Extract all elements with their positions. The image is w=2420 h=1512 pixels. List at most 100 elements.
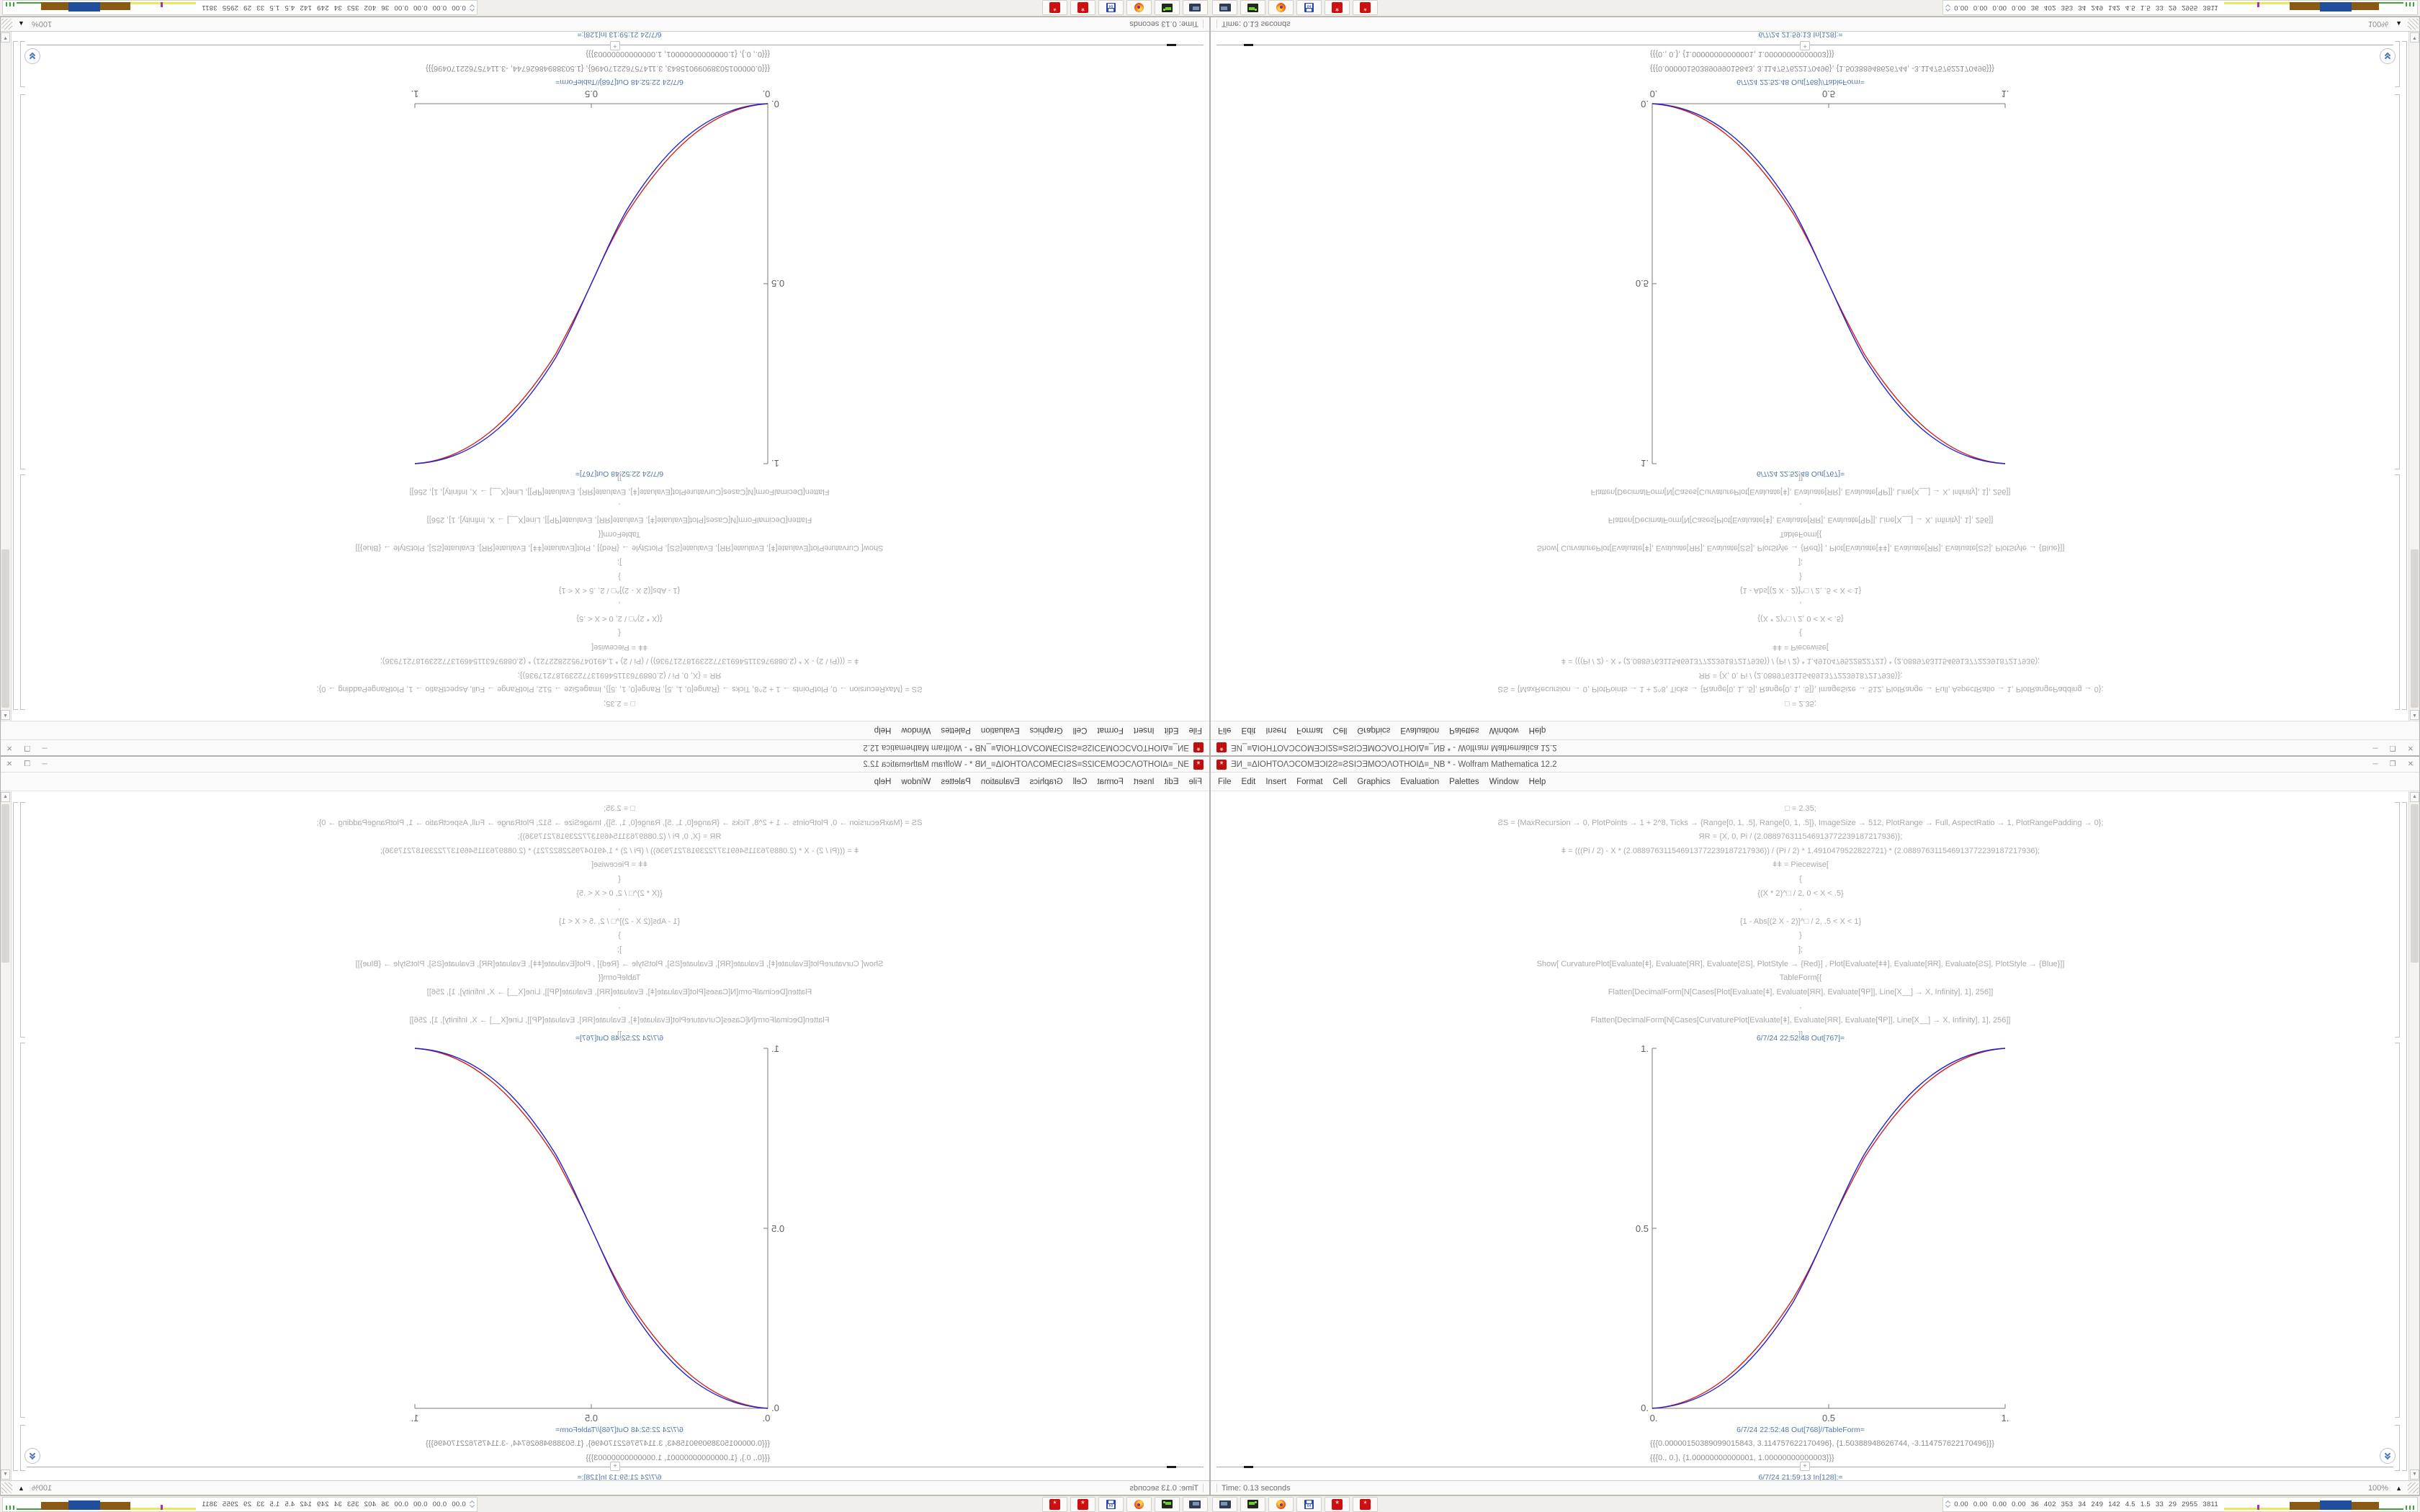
scrollbar-thumb[interactable] <box>2411 804 2419 963</box>
collapse-expand-icon[interactable] <box>1945 4 1951 12</box>
taskbar-launcher-mathematica-kernel[interactable]: * <box>1070 0 1095 16</box>
menu-edit[interactable]: Edit <box>1164 726 1179 735</box>
menu-palettes[interactable]: Palettes <box>941 777 971 786</box>
magnification-value[interactable]: 100% <box>2367 1483 2389 1493</box>
cell-bracket-group[interactable] <box>2402 802 2407 1471</box>
minimize-button[interactable]: ─ <box>42 760 48 768</box>
taskbar-launcher-firefox[interactable] <box>1126 0 1152 16</box>
title-bar[interactable]: * ƎИ_≡ΔΙΟΗΤΟΛƆCOMƎƆΙ2Ƨ≡ƧSΙƆƎMOƆΛΟΤΗΟΙΔ≡_… <box>1 739 1209 755</box>
menu-help[interactable]: Help <box>874 726 892 735</box>
cell-bracket-group[interactable] <box>2402 41 2407 710</box>
notebook-content[interactable]: □ = 2.35; ƧS = {MaxRecursion → 0, PlotPo… <box>1211 32 2419 721</box>
magnification-value[interactable]: 100% <box>31 1483 53 1493</box>
menu-edit[interactable]: Edit <box>1241 726 1256 735</box>
resize-grip[interactable] <box>1 1482 12 1493</box>
scrollbar-up-arrow[interactable]: ▲ <box>1 710 10 720</box>
resize-grip[interactable] <box>2408 19 2419 30</box>
cell-bracket-group[interactable] <box>13 41 18 710</box>
system-monitor-applet[interactable]: 0.00 0.00 0.00 0.00 36 402 353 34 249 14… <box>1942 1496 2418 1512</box>
menu-window[interactable]: Window <box>901 777 931 786</box>
taskbar-launcher-mathematica-kernel[interactable]: * <box>1325 1496 1350 1512</box>
input-cell[interactable]: □ = 2.35; ƧS = {MaxRecursion → 0, PlotPo… <box>1211 802 2390 1042</box>
scrollbar-down-arrow[interactable]: ▼ <box>1 32 10 42</box>
cell-bracket-group[interactable] <box>13 802 18 1471</box>
menu-graphics[interactable]: Graphics <box>1357 777 1391 786</box>
cell-bracket-out-plot[interactable] <box>20 1043 25 1418</box>
menu-evaluation[interactable]: Evaluation <box>1400 777 1440 786</box>
vertical-scrollbar[interactable]: ▲ ▼ <box>1 791 12 1480</box>
title-bar[interactable]: * ƎИ_≡ΔΙΟΗΤΟΛƆCOMƎƆΙ2Ƨ≡ƧSΙƆƎMOƆΛΟΤΗΟΙΔ≡_… <box>1211 739 2419 755</box>
taskbar-launcher-disk-utility[interactable] <box>1155 1496 1180 1512</box>
close-button[interactable]: ✕ <box>2407 744 2414 752</box>
magnification-popup-icon[interactable]: ▲ <box>2396 20 2402 28</box>
vertical-scrollbar[interactable]: ▲ ▼ <box>2408 791 2419 1480</box>
cell-bracket-out-plot[interactable] <box>2395 1043 2400 1418</box>
menu-window[interactable]: Window <box>1489 726 1519 735</box>
system-monitor-applet[interactable]: 0.00 0.00 0.00 0.00 36 402 353 34 249 14… <box>2 0 478 16</box>
maximize-button[interactable]: ❐ <box>2389 744 2396 752</box>
cell-bracket-out-table[interactable] <box>20 1425 25 1471</box>
cell-bracket-out-table[interactable] <box>2395 41 2400 87</box>
taskbar-launcher-display-settings[interactable] <box>1183 0 1208 16</box>
cell-bracket-out-plot[interactable] <box>20 94 25 469</box>
menu-graphics[interactable]: Graphics <box>1357 726 1391 735</box>
close-button[interactable]: ✕ <box>6 744 13 752</box>
taskbar-launcher-mathematica[interactable]: * <box>1042 1496 1067 1512</box>
taskbar-launcher-display-settings[interactable] <box>1212 1496 1237 1512</box>
collapse-expand-icon[interactable] <box>469 1500 475 1508</box>
menu-evaluation[interactable]: Evaluation <box>980 726 1020 735</box>
menu-help[interactable]: Help <box>1528 726 1546 735</box>
cell-bracket-out-table[interactable] <box>20 41 25 87</box>
menu-format[interactable]: Format <box>1097 726 1124 735</box>
title-bar[interactable]: * ƎИ_≡ΔΙΟΗΤΟΛƆCOMƎƆΙ2Ƨ≡ƧSΙƆƎMOƆΛΟΤΗΟΙΔ≡_… <box>1211 757 2419 773</box>
scrollbar-down-arrow[interactable]: ▼ <box>1 1470 10 1480</box>
menu-evaluation[interactable]: Evaluation <box>980 777 1020 786</box>
taskbar-launcher-floppy[interactable]: 64 <box>1098 0 1124 16</box>
menu-cell[interactable]: Cell <box>1072 777 1088 786</box>
minimize-button[interactable]: ─ <box>2372 760 2378 768</box>
menu-format[interactable]: Format <box>1296 777 1323 786</box>
system-monitor-applet[interactable]: 0.00 0.00 0.00 0.00 36 402 353 34 249 14… <box>2 1496 478 1512</box>
menu-palettes[interactable]: Palettes <box>1449 726 1479 735</box>
menu-file[interactable]: File <box>1218 726 1232 735</box>
magnification-popup-icon[interactable]: ▲ <box>2396 1484 2402 1492</box>
vertical-scrollbar[interactable]: ▲ ▼ <box>1 32 12 721</box>
menu-insert[interactable]: Insert <box>1265 726 1287 735</box>
menu-help[interactable]: Help <box>874 777 892 786</box>
menu-cell[interactable]: Cell <box>1072 726 1088 735</box>
minimize-button[interactable]: ─ <box>2372 744 2378 752</box>
taskbar-launcher-display-settings[interactable] <box>1183 1496 1208 1512</box>
insert-cell-plus-button[interactable]: + <box>1800 1462 1810 1471</box>
taskbar-launcher-disk-utility[interactable] <box>1155 0 1180 16</box>
collapse-expand-icon[interactable] <box>469 4 475 12</box>
taskbar-launcher-display-settings[interactable] <box>1212 0 1237 16</box>
menu-cell[interactable]: Cell <box>1332 726 1348 735</box>
insert-cell-plus-button[interactable]: + <box>610 1462 620 1471</box>
taskbar-launcher-floppy[interactable]: 64 <box>1296 1496 1322 1512</box>
taskbar-launcher-mathematica[interactable]: * <box>1353 0 1378 16</box>
resize-grip[interactable] <box>1 19 12 30</box>
scroll-down-chevrons-icon[interactable] <box>24 1448 40 1464</box>
menu-palettes[interactable]: Palettes <box>1449 777 1479 786</box>
scrollbar-up-arrow[interactable]: ▲ <box>2410 792 2419 802</box>
input-cell[interactable]: □ = 2.35; ƧS = {MaxRecursion → 0, PlotPo… <box>30 802 1209 1042</box>
scrollbar-down-arrow[interactable]: ▼ <box>2410 32 2419 42</box>
taskbar-launcher-firefox[interactable] <box>1268 1496 1294 1512</box>
close-button[interactable]: ✕ <box>6 760 13 768</box>
notebook-content[interactable]: □ = 2.35; ƧS = {MaxRecursion → 0, PlotPo… <box>1211 791 2419 1480</box>
input-cell[interactable]: □ = 2.35; ƧS = {MaxRecursion → 0, PlotPo… <box>30 470 1209 710</box>
magnification-popup-icon[interactable]: ▲ <box>18 20 24 28</box>
scrollbar-down-arrow[interactable]: ▼ <box>2410 1470 2419 1480</box>
resize-grip[interactable] <box>2408 1482 2419 1493</box>
cell-bracket-input[interactable] <box>20 802 25 1038</box>
menu-edit[interactable]: Edit <box>1241 777 1256 786</box>
magnification-value[interactable]: 100% <box>31 19 53 29</box>
menu-file[interactable]: File <box>1188 726 1202 735</box>
close-button[interactable]: ✕ <box>2407 760 2414 768</box>
menu-insert[interactable]: Insert <box>1265 777 1287 786</box>
taskbar-launcher-disk-utility[interactable] <box>1240 1496 1265 1512</box>
taskbar-launcher-firefox[interactable] <box>1126 1496 1152 1512</box>
magnification-value[interactable]: 100% <box>2367 19 2389 29</box>
taskbar-launcher-mathematica-kernel[interactable]: * <box>1070 1496 1095 1512</box>
menu-palettes[interactable]: Palettes <box>941 726 971 735</box>
